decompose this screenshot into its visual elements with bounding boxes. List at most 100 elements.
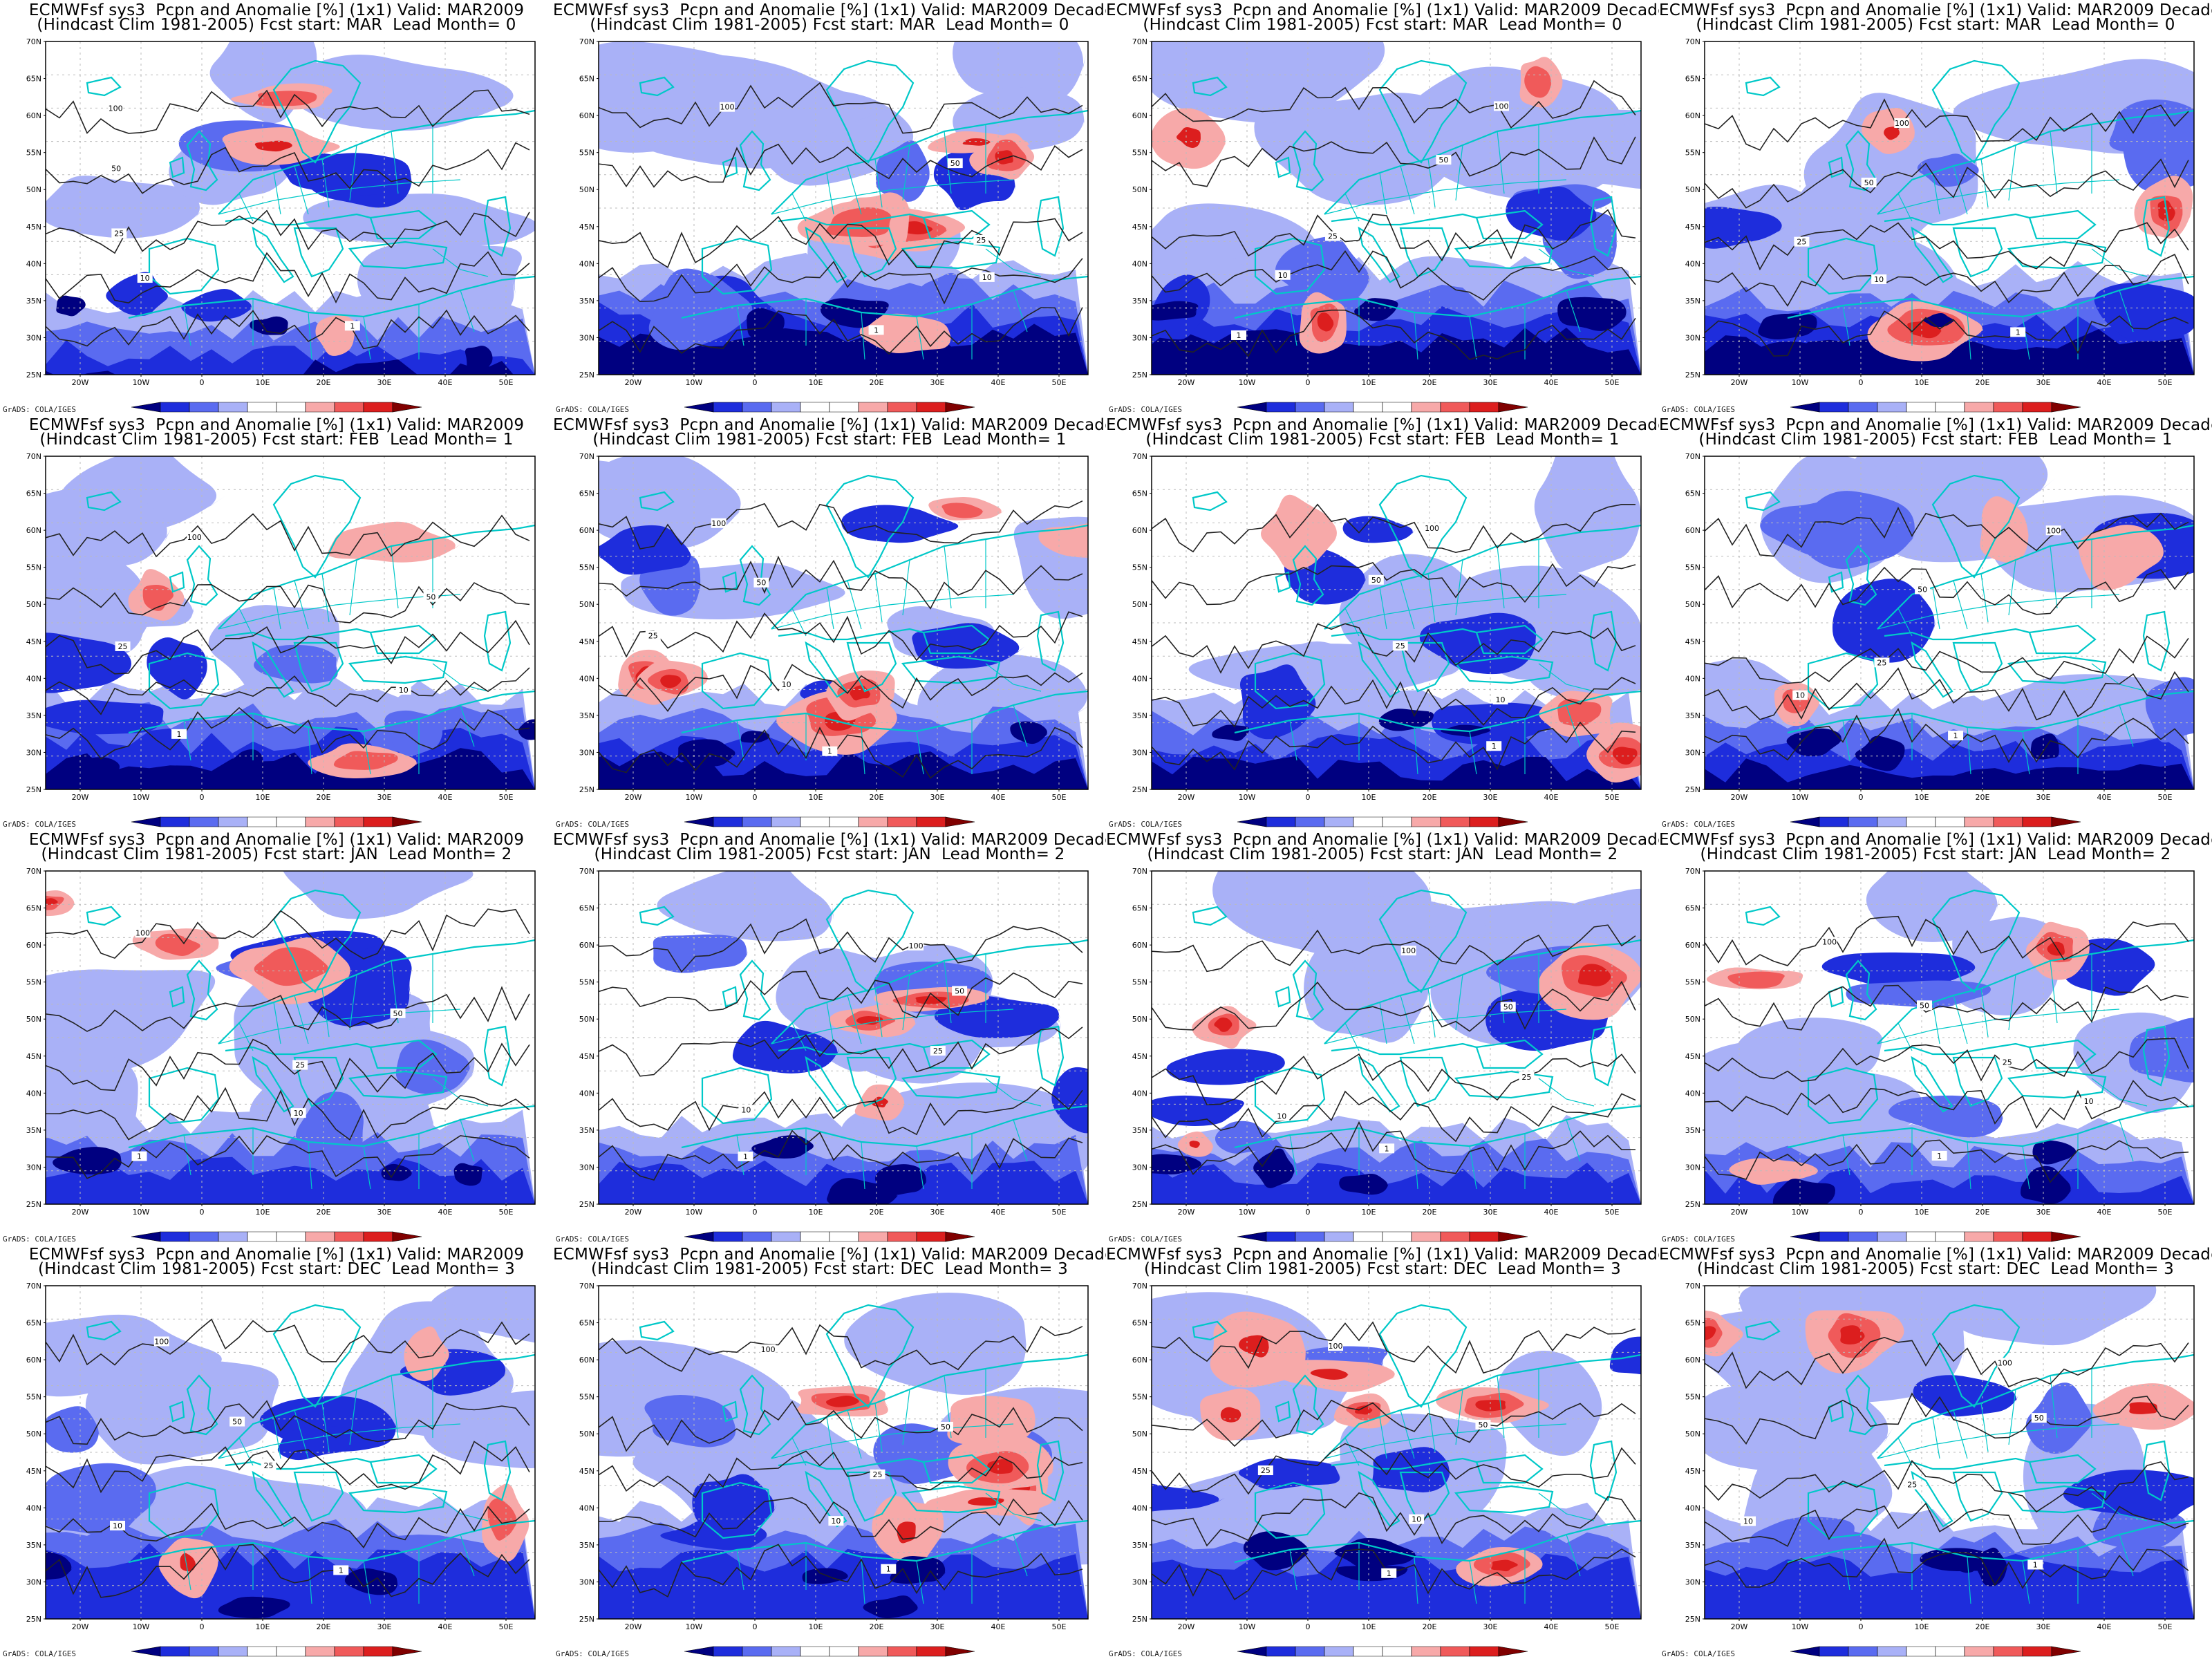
colorbar-swatch bbox=[1935, 402, 1965, 413]
longitude-label: 20W bbox=[1178, 793, 1195, 802]
coastline bbox=[1275, 156, 1291, 178]
country-border bbox=[183, 713, 420, 775]
longitude-label: 0 bbox=[200, 793, 205, 802]
grads-credit: GrADS: COLA/IGES bbox=[3, 405, 76, 414]
map-field: 100 50 25 10 1 bbox=[1152, 871, 1641, 1204]
country-border bbox=[183, 1128, 420, 1190]
latitude-label: 60N bbox=[26, 941, 41, 950]
contour-label-box bbox=[290, 1108, 306, 1118]
coastline bbox=[252, 1470, 294, 1528]
colorbar-swatch bbox=[305, 1231, 335, 1242]
colorbar-swatch bbox=[247, 816, 277, 827]
colorbar-swatch bbox=[2051, 402, 2081, 413]
latitude-label: 45N bbox=[1132, 1467, 1147, 1476]
latitude-label: 35N bbox=[26, 297, 41, 306]
latitude-label: 50N bbox=[1132, 600, 1147, 609]
colorbar-swatch bbox=[829, 1231, 859, 1242]
coastline bbox=[1292, 130, 1324, 191]
anomaly-patch bbox=[56, 295, 87, 317]
colorbar-swatch bbox=[1295, 816, 1325, 827]
colorbar-swatch bbox=[1469, 1646, 1499, 1657]
colorbar-swatch bbox=[189, 1231, 219, 1242]
contour-label: 25 bbox=[1396, 641, 1405, 650]
latitude-label: 65N bbox=[1132, 1319, 1147, 1328]
panel-title-line1: ECMWFsf sys3 Pcpn and Anomalie [%] (1x1)… bbox=[28, 416, 525, 434]
anomaly-band bbox=[1152, 327, 1641, 375]
contour-label-box bbox=[1931, 1150, 1947, 1161]
map-frame bbox=[45, 1285, 536, 1620]
latitude-label: 60N bbox=[26, 526, 41, 535]
latitude-label: 70N bbox=[1685, 452, 1700, 461]
coastline bbox=[1877, 939, 2194, 1044]
colorbar-swatch bbox=[829, 816, 859, 827]
coastline bbox=[1378, 474, 1468, 579]
contour-label: 50 bbox=[393, 1009, 403, 1018]
anomaly-map: 100 50 25 10 1 70N 65N 60N 55N 50N 45N 40N 35N 30N 25N… bbox=[26, 1282, 536, 1657]
longitude-label: 20E bbox=[1976, 1622, 1990, 1631]
coastline bbox=[1378, 889, 1468, 993]
anomaly-patch bbox=[254, 644, 339, 684]
anomaly-patch bbox=[1352, 926, 1495, 987]
coastline bbox=[1399, 641, 1450, 693]
map-frame bbox=[598, 456, 1089, 790]
latitude-label: 40N bbox=[579, 674, 594, 683]
colorbar-swatch bbox=[160, 816, 190, 827]
coastline bbox=[901, 241, 1001, 270]
latitude-label: 65N bbox=[1685, 904, 1700, 913]
coastline bbox=[218, 524, 535, 630]
colorbar-swatch bbox=[1790, 816, 1820, 827]
colorbar-swatch bbox=[945, 1231, 975, 1242]
anomaly-map: 100 50 25 10 1 70N 65N 60N 55N 50N 45N 40N 35N 30N 25N… bbox=[26, 37, 536, 413]
colorbar-swatch bbox=[771, 1231, 801, 1242]
colorbar-swatch bbox=[887, 1231, 917, 1242]
grads-credit: GrADS: COLA/IGES bbox=[3, 1649, 76, 1658]
contour-label: 100 bbox=[1329, 1342, 1343, 1351]
contour-label: 50 bbox=[1918, 585, 1927, 594]
coastline bbox=[771, 939, 1088, 1044]
map-field: 100 50 25 10 1 bbox=[1705, 1286, 2194, 1619]
coastline bbox=[1952, 1056, 2003, 1107]
longitude-label: 40E bbox=[438, 378, 453, 387]
anomaly-patch bbox=[289, 54, 525, 131]
latitude-label: 70N bbox=[1685, 1282, 1700, 1291]
latitude-label: 70N bbox=[26, 37, 41, 46]
latitude-label: 65N bbox=[26, 904, 41, 913]
colorbar-swatch bbox=[771, 816, 801, 827]
longitude-label: 50E bbox=[1052, 793, 1067, 802]
latitude-label: 70N bbox=[579, 452, 594, 461]
coastline bbox=[1745, 491, 1781, 512]
country-border bbox=[1877, 179, 2120, 215]
anomaly-map: 100 50 25 10 1 70N 65N 60N 55N 50N 45N 40N 35N 30N 25N… bbox=[579, 867, 1089, 1242]
colorbar-swatch bbox=[1790, 1646, 1820, 1657]
coastline bbox=[369, 209, 438, 240]
map-field: 100 50 25 10 1 bbox=[46, 871, 535, 1204]
map-frame bbox=[1151, 870, 1642, 1205]
country-border bbox=[1324, 179, 1567, 215]
anomaly-patch bbox=[1317, 312, 1335, 332]
contour-line bbox=[46, 582, 530, 624]
anomaly-patch bbox=[1378, 709, 1434, 731]
latitude-label: 65N bbox=[1132, 489, 1147, 498]
latitude-label: 35N bbox=[1132, 1126, 1147, 1135]
contour-label: 25 bbox=[872, 1470, 882, 1479]
latitude-label: 25N bbox=[26, 1200, 41, 1209]
contour-label: 25 bbox=[118, 642, 128, 651]
anomaly-patch bbox=[106, 272, 171, 317]
colorbar-swatch bbox=[1295, 1646, 1325, 1657]
contour-line bbox=[46, 1038, 530, 1093]
colorbar-swatch bbox=[1237, 1646, 1267, 1657]
colorbar-swatch bbox=[771, 1646, 801, 1657]
forecast-panel: ECMWFsf sys3 Pcpn and Anomalie [%] (1x1)… bbox=[0, 415, 553, 830]
longitude-label: 50E bbox=[1605, 378, 1620, 387]
coastline bbox=[739, 545, 771, 606]
contour-label-box bbox=[711, 518, 727, 528]
panel-title-line1: ECMWFsf sys3 Pcpn and Anomalie [%] (1x1)… bbox=[1659, 1246, 2212, 1264]
anomaly-patch bbox=[256, 91, 318, 106]
contour-label-box bbox=[1792, 690, 1808, 700]
latitude-label: 40N bbox=[26, 1503, 41, 1512]
anomaly-patch bbox=[1491, 1559, 1520, 1572]
latitude-label: 40N bbox=[1685, 674, 1700, 683]
coastline bbox=[922, 209, 991, 240]
latitude-label: 45N bbox=[1685, 1467, 1700, 1476]
latitude-label: 40N bbox=[1132, 1089, 1147, 1098]
